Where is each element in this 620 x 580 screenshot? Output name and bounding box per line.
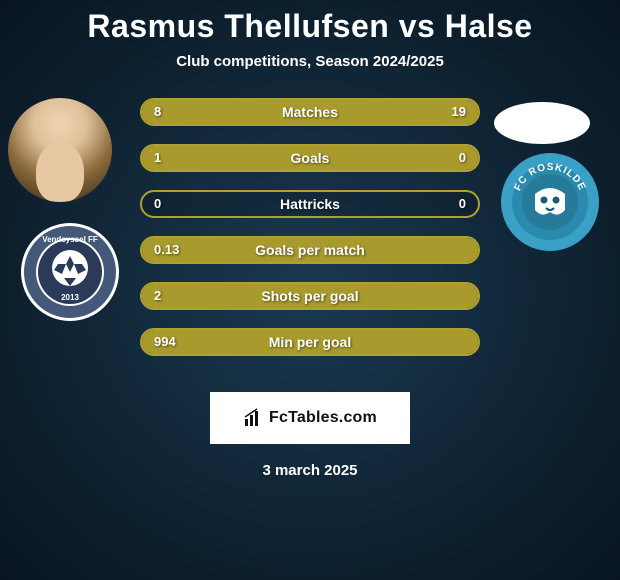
date-text: 3 march 2025 — [0, 462, 620, 479]
player-right-oval — [494, 102, 590, 144]
club-left-logo: Vendsyssel FF 2013 — [20, 222, 120, 322]
stats-container: 8Matches191Goals00Hattricks00.13Goals pe… — [140, 98, 480, 374]
stat-row: 2Shots per goal — [140, 282, 480, 310]
stat-label: Shots per goal — [142, 284, 478, 308]
player-left-avatar — [8, 98, 112, 202]
stat-label: Matches — [142, 100, 478, 124]
stat-value-right: 0 — [459, 192, 466, 216]
club-left-year: 2013 — [61, 293, 79, 302]
stat-label: Goals — [142, 146, 478, 170]
brand-text: FcTables.com — [269, 409, 377, 427]
brand-chart-icon — [243, 408, 263, 428]
stat-row: 0.13Goals per match — [140, 236, 480, 264]
club-left-name: Vendsyssel FF — [42, 235, 98, 244]
stat-row: 994Min per goal — [140, 328, 480, 356]
stat-label: Hattricks — [142, 192, 478, 216]
page-subtitle: Club competitions, Season 2024/2025 — [0, 53, 620, 70]
stat-row: 0Hattricks0 — [140, 190, 480, 218]
page-title: Rasmus Thellufsen vs Halse — [0, 0, 620, 45]
roskilde-badge-icon: FC ROSKILDE — [500, 152, 600, 252]
stat-label: Min per goal — [142, 330, 478, 354]
club-right-logo: FC ROSKILDE — [500, 152, 600, 252]
vendsyssel-shield-icon: Vendsyssel FF 2013 — [20, 222, 120, 322]
stat-value-right: 0 — [459, 146, 466, 170]
stat-row: 8Matches19 — [140, 98, 480, 126]
stat-label: Goals per match — [142, 238, 478, 262]
stat-value-right: 19 — [452, 100, 466, 124]
brand-box: FcTables.com — [210, 392, 410, 444]
comparison-content: Vendsyssel FF 2013 FC ROSKILDE 8Matches1… — [0, 98, 620, 378]
stat-row: 1Goals0 — [140, 144, 480, 172]
